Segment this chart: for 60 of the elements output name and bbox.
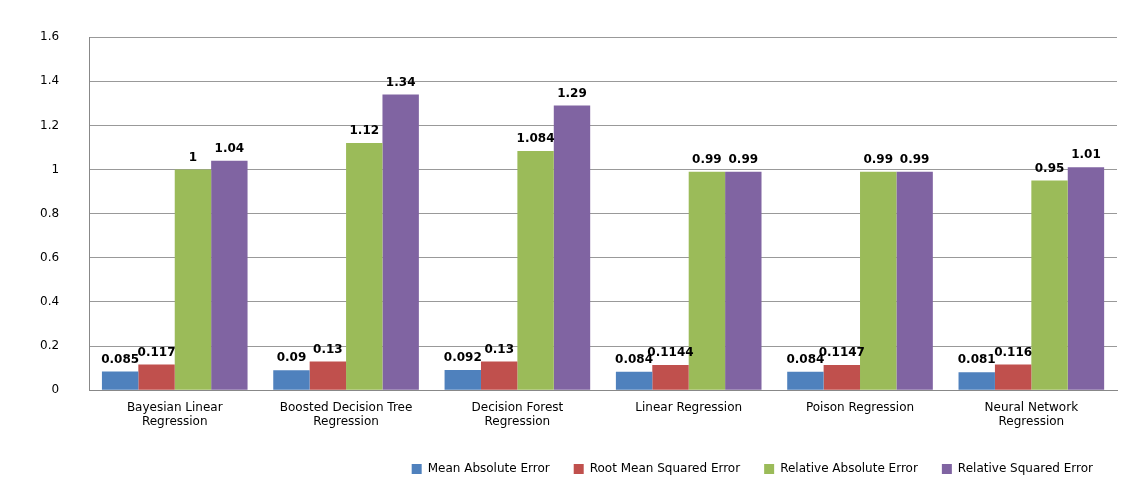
x-tick-label: Bayesian Linear Regression (126, 399, 223, 428)
bar (174, 169, 212, 390)
bar (896, 171, 933, 390)
bar (138, 364, 175, 390)
y-tick-label: 0.6 (39, 249, 60, 264)
bar (346, 143, 383, 390)
bar (787, 371, 824, 390)
data-label: 0.95 (1034, 160, 1065, 175)
bar (1031, 180, 1068, 390)
x-tick-label: Boosted Decision Tree Regression (279, 399, 413, 428)
legend-label: Mean Absolute Error (427, 461, 550, 476)
x-tick-label: Neural Network Regression (984, 399, 1079, 428)
bar (615, 371, 653, 390)
y-tick-label: 0.8 (39, 205, 60, 220)
y-tick-label: 0.4 (39, 294, 60, 309)
data-label: 1.01 (1071, 147, 1101, 162)
y-tick-label: 1.4 (39, 73, 60, 88)
bar (480, 361, 518, 390)
bar (823, 364, 861, 390)
data-label: 0.99 (692, 151, 722, 166)
bar (309, 361, 347, 390)
bar (101, 371, 139, 390)
data-label: 0.99 (899, 151, 930, 166)
data-label: 1.04 (214, 140, 245, 155)
data-label: 1 (188, 149, 198, 164)
bar (382, 94, 419, 390)
data-label: 0.116 (994, 344, 1033, 359)
legend-label: Root Mean Squared Error (589, 461, 741, 476)
bar (211, 160, 248, 390)
data-label: 0.99 (728, 151, 759, 166)
x-tick-label: Poison Regression (805, 399, 915, 414)
data-label: 0.092 (443, 350, 482, 365)
y-tick-label: 0.2 (39, 338, 60, 353)
data-label: 0.081 (957, 352, 996, 367)
bar (725, 171, 762, 390)
y-tick-label: 1 (51, 161, 60, 176)
data-label: 1.12 (349, 123, 380, 138)
data-label: 1.34 (385, 74, 416, 89)
bar (652, 364, 689, 390)
bar (553, 105, 591, 390)
bar (1067, 167, 1105, 390)
data-label: 0.99 (863, 151, 894, 166)
x-tick-label: Decision Forest Regression (471, 399, 564, 428)
legend-label: Relative Squared Error (957, 461, 1094, 476)
data-label: 1.084 (516, 131, 555, 146)
data-label: 0.117 (137, 344, 176, 359)
x-tick-label: Linear Regression (635, 399, 743, 414)
y-tick-label: 1.6 (39, 29, 60, 44)
data-label: 0.13 (313, 341, 343, 356)
y-tick-label: 0 (51, 382, 60, 397)
bar (958, 372, 995, 390)
bar (444, 369, 481, 390)
data-label: 1.29 (557, 85, 587, 100)
bar (517, 151, 554, 390)
legend-label: Relative Absolute Error (780, 461, 918, 476)
data-label: 0.09 (276, 350, 307, 365)
y-tick-label: 1.2 (39, 117, 60, 132)
data-label: 0.13 (484, 341, 514, 356)
bar (994, 364, 1032, 390)
bar (273, 370, 310, 390)
